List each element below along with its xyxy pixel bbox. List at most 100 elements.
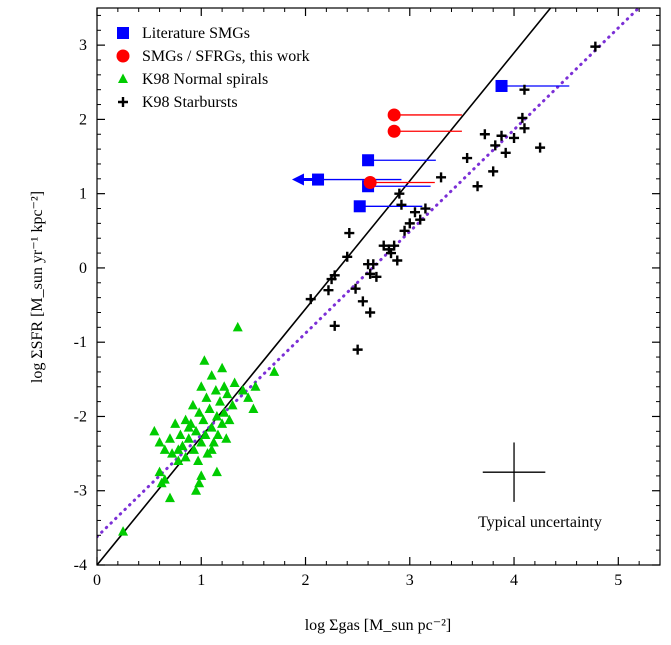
k98-normal-spirals-point — [227, 399, 238, 410]
k98-normal-spirals-point — [219, 407, 230, 417]
k98-starbursts-point — [365, 268, 376, 279]
y-tick-label: 2 — [79, 111, 87, 128]
k98-normal-spirals-point — [187, 399, 198, 410]
k98-starbursts-point — [509, 132, 520, 143]
k98-starbursts-point — [342, 251, 353, 262]
k98-normal-spirals-point — [154, 466, 165, 477]
k98-starbursts-point — [386, 248, 397, 259]
k98-normal-spirals-point — [204, 403, 215, 414]
k98-normal-spirals-point — [215, 396, 226, 406]
legend-label: K98 Starbursts — [142, 94, 238, 111]
k98-starbursts-point — [305, 294, 316, 305]
k98-normal-spirals-point — [237, 384, 248, 395]
k98-starbursts-point — [357, 296, 368, 307]
k98-starbursts-point — [399, 225, 410, 236]
k98-normal-spirals-point — [269, 366, 280, 376]
k98-normal-spirals-point — [200, 429, 211, 440]
k98-normal-spirals-point — [164, 492, 175, 503]
k98-normal-spirals-point — [196, 436, 207, 447]
k98-normal-spirals-point — [194, 477, 205, 488]
k98-starbursts-point — [436, 172, 447, 183]
k98-normal-spirals-point — [250, 381, 261, 391]
k98-normal-spirals-point — [191, 485, 202, 495]
y-tick-label: -1 — [74, 334, 87, 351]
k98-normal-spirals-point — [211, 466, 222, 477]
literature-smgs-point — [362, 154, 375, 167]
k98-starbursts-point — [404, 218, 415, 229]
k98-starbursts-point — [368, 259, 379, 270]
k98-normal-spirals-point — [217, 418, 228, 428]
k98-normal-spirals-point — [167, 448, 178, 458]
legend-marker — [118, 73, 128, 83]
k98-normal-spirals-point — [183, 433, 194, 443]
k98-starbursts-point — [496, 130, 507, 141]
y-tick-label: -3 — [74, 483, 87, 500]
k98-starbursts-point — [517, 112, 528, 123]
y-tick-label: 0 — [79, 260, 87, 277]
fit-lines — [97, 8, 641, 565]
fit-line-solid — [97, 8, 552, 565]
x-tick-label: 1 — [197, 572, 205, 589]
plot-frame — [96, 7, 661, 566]
k98-starbursts-point — [415, 214, 426, 225]
literature-smgs-point — [353, 200, 366, 213]
k98-starbursts-point — [488, 166, 499, 177]
k98-normal-spirals-point — [180, 414, 191, 425]
k98-normal-spirals-point — [193, 455, 204, 466]
x-tick-label: 4 — [510, 572, 518, 589]
k98-starbursts-point — [329, 320, 340, 331]
k98-normal-spirals-point — [243, 392, 254, 402]
k98-normal-spirals-point — [191, 425, 202, 436]
k98-starbursts-point — [389, 240, 400, 251]
k98-normal-spirals-point — [206, 444, 217, 454]
k98-normal-spirals-point — [175, 429, 186, 440]
k98-starbursts-point — [371, 271, 382, 282]
k98-normal-spirals-point — [206, 422, 217, 432]
uncertainty-annotation: Typical uncertainty — [478, 514, 602, 531]
smgs-sfrgs-this-work-point — [387, 108, 401, 122]
literature-smgs-point — [495, 79, 508, 92]
k98-normal-spirals-point — [232, 321, 243, 332]
k98-starbursts-point — [396, 199, 407, 210]
x-tick-label: 0 — [93, 572, 101, 589]
k98-starbursts-point — [409, 207, 420, 218]
legend-label: SMGs / SFRGs, this work — [142, 48, 310, 65]
k98-normal-spirals-point — [201, 392, 212, 402]
k98-normal-spirals-point — [219, 381, 230, 391]
k98-starbursts-point — [394, 188, 405, 199]
error-bars — [291, 85, 570, 207]
k98-normal-spirals-point — [180, 451, 191, 462]
axis-ticks: 0 1 2 3 4 5 -4 -3 -2 -1 0 1 2 3 — [74, 8, 661, 589]
y-tick-label: 1 — [79, 186, 87, 203]
k98-normal-spirals-point — [210, 384, 221, 395]
k98-normal-spirals-point — [206, 370, 217, 380]
k98-starbursts-point — [329, 270, 340, 281]
smgs-sfrgs-this-work-point — [387, 124, 401, 138]
k98-starbursts-point — [462, 153, 473, 164]
k98-starbursts-point — [590, 41, 601, 52]
k98-normal-spirals-point — [199, 355, 210, 365]
legend-marker — [117, 27, 129, 39]
legend-marker — [116, 49, 130, 63]
k98-normal-spirals-point — [217, 362, 228, 373]
k98-normal-spirals-point — [170, 418, 181, 428]
k98-starbursts-point — [350, 283, 361, 294]
k98-starbursts-point — [378, 240, 389, 251]
k98-normal-spirals-point — [248, 403, 259, 414]
k98-normal-spirals-point — [198, 414, 209, 425]
k98-starbursts-point — [344, 228, 355, 239]
x-tick-label: 2 — [302, 572, 310, 589]
k98-normal-spirals-point — [173, 455, 184, 466]
k98-normal-spirals-point — [183, 422, 194, 432]
k98-starbursts-point — [420, 203, 431, 214]
fit-line-dotted — [97, 8, 641, 539]
k98-starbursts-point — [352, 344, 363, 355]
k98-normal-spirals-point — [208, 436, 219, 447]
x-tick-label: 3 — [406, 572, 414, 589]
k98-normal-spirals-point — [173, 444, 184, 454]
k98-starbursts-point — [490, 140, 501, 151]
k98-starbursts-point — [392, 255, 403, 266]
uncertainty-cross — [482, 442, 546, 502]
legend-label: Literature SMGs — [142, 25, 250, 42]
